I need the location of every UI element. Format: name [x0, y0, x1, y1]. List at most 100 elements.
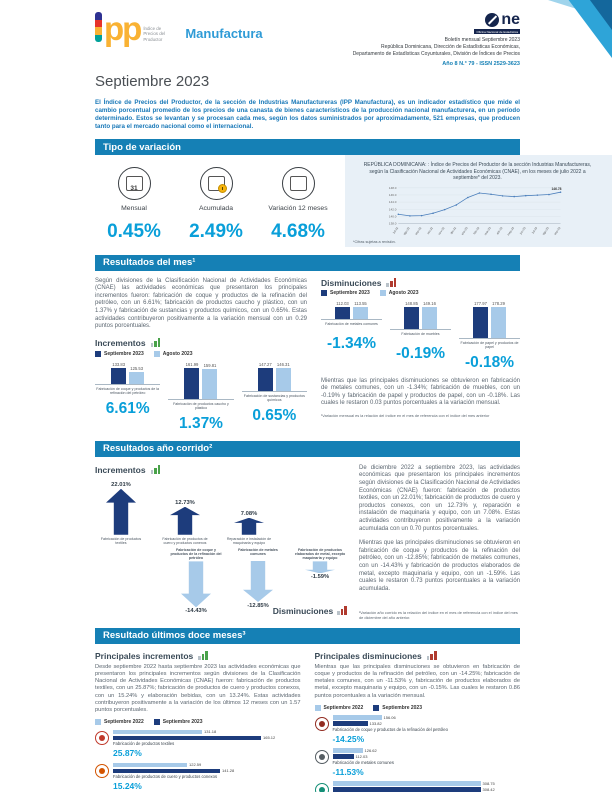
variation-percentage: -12.85%: [247, 603, 269, 610]
bar: [332, 781, 481, 786]
svg-text:jun-23: jun-23: [518, 225, 527, 235]
legend-label: Septiembre 2023: [382, 704, 422, 711]
svg-text:nov-22: nov-22: [437, 225, 446, 235]
bar-category-label: Fabricación de metales comunes: [325, 321, 378, 326]
down-arrow-icon: [181, 561, 211, 608]
bar: [202, 368, 218, 399]
month-increases-chart: 133.83 125.53 Fabricación de coque y produ…: [95, 362, 307, 433]
variation-item-12months: Variación 12 meses 4.68%: [259, 167, 337, 247]
leather-icon: [95, 764, 109, 779]
bar-value: 148.85: [405, 300, 418, 306]
bar-group: 112.03 113.55 Fabricación de metales comun…: [321, 301, 382, 372]
activity-row: 126.62 112.03 Fabricación de metales comun…: [314, 748, 521, 777]
legend-item: Septiembre 2023: [153, 719, 203, 726]
calendar-31-icon: 31: [117, 167, 151, 200]
up-arrow-icon: [106, 488, 136, 535]
twelve-decreases-chart: 156.06 133.82 Fabricación de coque y produ…: [314, 715, 521, 792]
bar-value: 178.29: [492, 300, 505, 306]
svg-text:142.0: 142.0: [389, 207, 397, 211]
section-header-ytd: Resultados año corrido²: [95, 440, 520, 457]
legend-item: Septiembre 2022: [314, 704, 363, 711]
bar-category-label: Fabricación de coque y productos de la r…: [96, 387, 160, 396]
issue-number: Año 8 N.° 79 - ISSN 2529-3623: [442, 61, 520, 68]
month-increases-legend: Septiembre 2023 Agosto 2023: [95, 350, 307, 357]
category-label: Fabricación de productos textiles: [100, 536, 142, 545]
bar: [184, 367, 200, 399]
svg-text:abr-23: abr-23: [495, 225, 503, 234]
twelve-increases-chart: 131.18 165.12 Fabricación de productos tex…: [95, 729, 301, 792]
bar-category-label: Fabricación de productos de cuero y prod…: [113, 774, 218, 780]
line-chart-panel: REPÚBLICA DOMINICANA: : Índice de Precio…: [345, 155, 612, 247]
svg-text:148.0: 148.0: [389, 185, 397, 189]
ytd-decreases-text: Mientras que las principales disminucion…: [359, 540, 520, 592]
variation-percentage: 15.24%: [113, 781, 142, 792]
variation-percentage: 1.37%: [179, 414, 223, 432]
svg-text:jul-22: jul-22: [391, 225, 399, 234]
variation-percentage: 7.08%: [240, 510, 258, 517]
one-logo-tagline: Oficina Nacional de Estadística: [474, 29, 520, 34]
legend-label: Septiembre 2023: [330, 289, 370, 296]
bar-category-label: Fabricación de coque y productos de la r…: [332, 726, 448, 732]
variation-value: 2.49%: [189, 221, 243, 242]
bar: [332, 721, 368, 726]
bar-value: 308.75: [482, 780, 495, 786]
bar-category-label: Fabricación de sustancias y productos qu…: [243, 394, 305, 403]
ipp-logo-strip-icon: [95, 12, 102, 42]
month-increases-text: Según divisiones de la Clasificación Nac…: [95, 277, 307, 330]
svg-text:feb-23: feb-23: [472, 225, 480, 234]
legend-item: Septiembre 2023: [321, 289, 370, 296]
activity-row: 131.18 165.12 Fabricación de productos tex…: [95, 729, 301, 758]
category-label: Reparación e instalación de maquinaria y…: [226, 536, 272, 545]
ytd-decreases-arrows: Fabricación de coque y productos de la r…: [169, 548, 347, 614]
variation-value: 0.45%: [107, 221, 161, 242]
svg-text:jul-23: jul-23: [530, 225, 538, 234]
bar: [257, 367, 273, 392]
svg-text:144.0: 144.0: [389, 200, 397, 204]
bar: [111, 367, 127, 385]
bar-value: 149.16: [423, 300, 436, 306]
growth-chart-icon: [150, 465, 161, 475]
bar-value: 112.03: [355, 753, 368, 759]
bar-value: 133.83: [112, 361, 126, 367]
bar-category-label: Fabricación de muebles: [401, 332, 440, 337]
header: pp Índice de Precios del Productor Manuf…: [0, 0, 612, 67]
bar: [113, 735, 261, 741]
bar: [473, 306, 488, 338]
bar-value: 122.59: [189, 762, 202, 768]
down-arrow-icon: [243, 561, 273, 603]
decline-chart-icon: [386, 278, 397, 287]
intro-paragraph: El Índice de Precios del Productor, de l…: [95, 99, 520, 131]
bar-group: 148.85 149.16 Fabricación de muebles -0.19%: [390, 301, 451, 372]
svg-text:sep-22: sep-22: [414, 225, 423, 235]
petroleum-icon: [314, 716, 329, 731]
one-logo-text: ne: [501, 11, 520, 28]
bar-value: 147.27: [258, 361, 272, 367]
decline-chart-icon: [426, 651, 437, 661]
decreases-heading: Disminuciones: [272, 605, 334, 616]
bar-value: 146.31: [276, 362, 290, 368]
growth-chart-icon: [150, 338, 161, 348]
legend-item: Septiembre 2023: [373, 704, 422, 711]
legend-label: Septiembre 2023: [104, 350, 144, 357]
growth-chart-icon: [198, 651, 209, 661]
one-circle-icon: [485, 13, 500, 27]
ytd-decrease-item: Fabricación de productos elaborados de m…: [293, 548, 347, 580]
legend-swatch: [153, 350, 160, 357]
bar: [129, 372, 145, 385]
svg-text:138.0: 138.0: [389, 221, 397, 225]
decreases-heading: Principales disminuciones: [314, 650, 422, 661]
ipp-logo-text: pp: [104, 10, 142, 48]
calendar-day-number: 31: [130, 185, 138, 192]
bulletin-line: Departamento de Estadísticas Coyunturale…: [352, 50, 520, 57]
variation-percentage: -14.25%: [332, 733, 365, 744]
bar: [275, 368, 291, 392]
bar-category-label: Fabricación de productos textiles: [113, 741, 175, 747]
bar: [113, 729, 202, 735]
svg-text:dic-22: dic-22: [449, 225, 457, 234]
bar-value: 141.28: [222, 768, 235, 774]
legend-swatch: [95, 350, 101, 357]
ytd-decrease-item: Fabricación de coque y productos de la r…: [169, 548, 223, 614]
